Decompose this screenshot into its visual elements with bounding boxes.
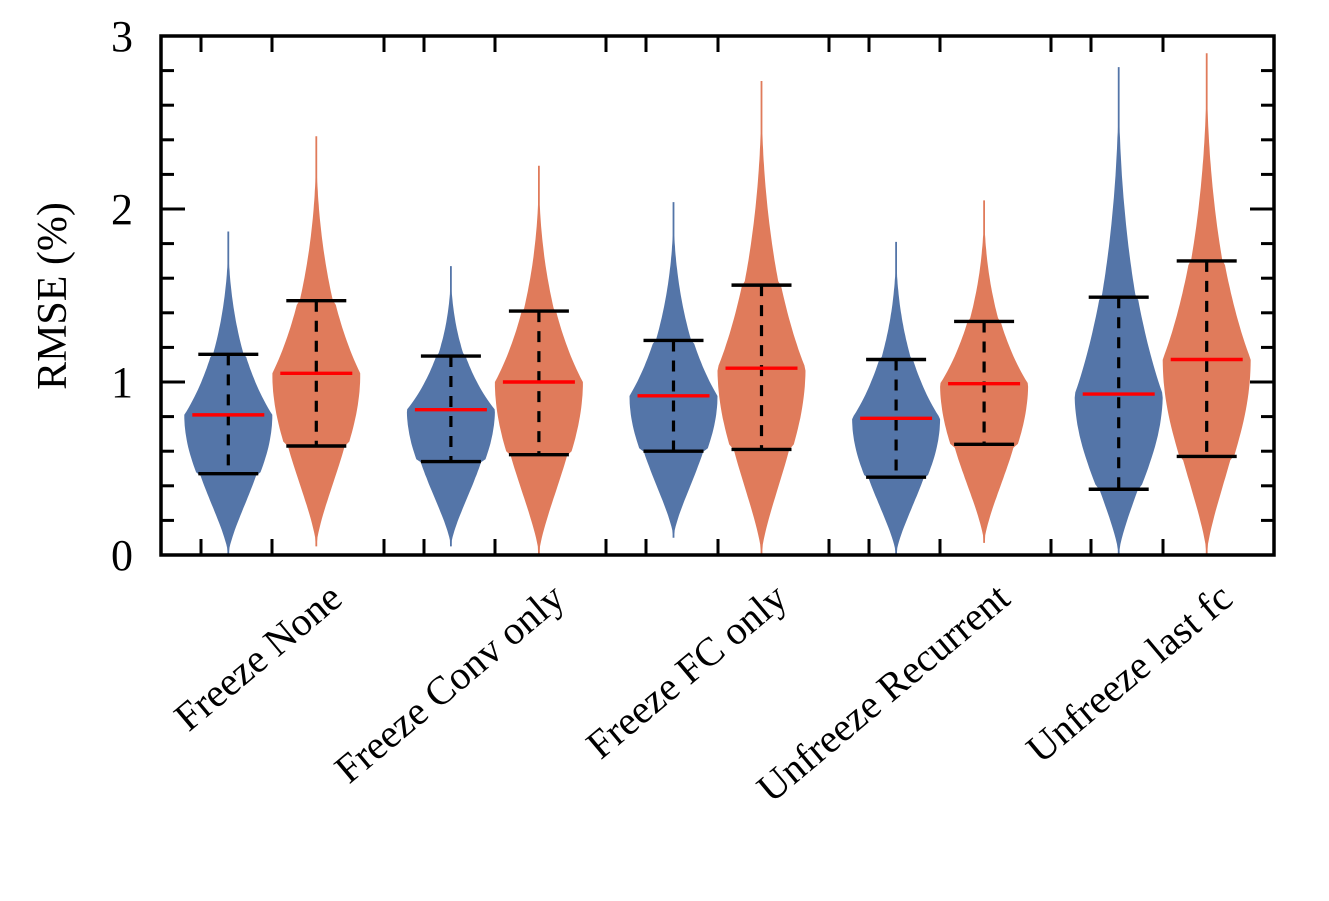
y-tick-label: 0 [111,531,133,580]
y-tick-labels: 0 1 2 3 [111,12,133,580]
violin-body [184,231,273,555]
y-tick-label: 1 [111,358,133,407]
x-tick-label: Freeze Conv only [326,574,573,791]
violins-layer [184,53,1251,556]
violin-body [1074,67,1163,555]
violin-body [852,241,941,555]
y-tick-label: 2 [111,185,133,234]
y-tick-label: 3 [111,12,133,61]
plot-frame [159,34,1276,557]
x-tick-label: Unfreeze last fc [1018,574,1241,771]
x-tick-label: Freeze FC only [577,574,795,767]
violin-body [717,81,806,555]
whiskers-layer [192,259,1243,491]
x-tick-label: Freeze None [165,574,350,739]
y-axis-label: RMSE (%) [30,202,76,390]
